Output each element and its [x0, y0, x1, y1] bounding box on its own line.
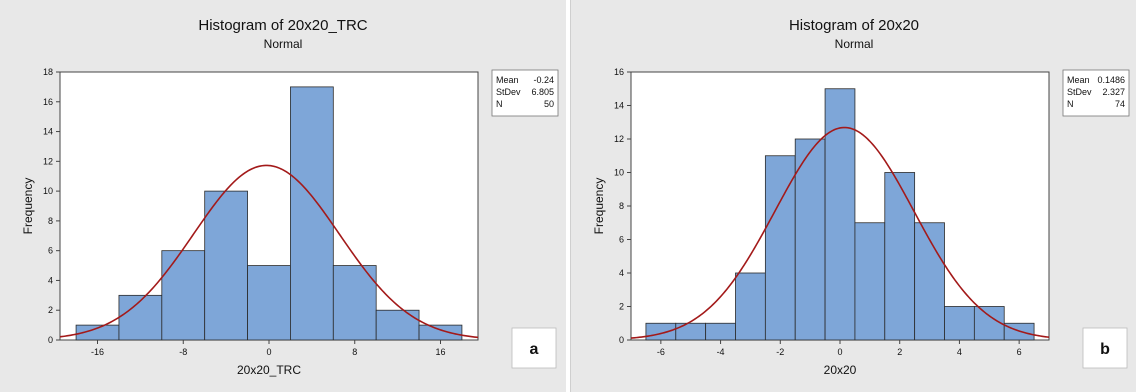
- y-tick-label: 8: [48, 216, 53, 226]
- y-tick-label: 0: [48, 335, 53, 345]
- histogram-chart-b: Histogram of 20x20Normal0246810121416-6-…: [571, 0, 1136, 392]
- legend-value-mean: 0.1486: [1097, 75, 1125, 85]
- x-tick-label: -8: [179, 347, 187, 357]
- histogram-bar: [764, 155, 796, 341]
- histogram-bar: [247, 265, 291, 341]
- normal-fit-curve: [59, 164, 479, 339]
- y-tick-label: 16: [614, 67, 624, 77]
- x-tick-label: 0: [837, 347, 842, 357]
- y-tick-label: 14: [43, 127, 53, 137]
- x-axis-ticks: -6 -4 -2 0 2 4 6: [657, 340, 1022, 357]
- legend-label-stdev: StDev: [1067, 87, 1092, 97]
- y-axis-label: Frequency: [21, 178, 35, 235]
- legend-value-mean: -0.24: [533, 75, 554, 85]
- x-tick-label: -6: [657, 347, 665, 357]
- y-tick-label: 2: [619, 302, 624, 312]
- y-tick-label: 6: [619, 235, 624, 245]
- x-tick-label: 0: [266, 347, 271, 357]
- histogram-chart-a: Histogram of 20x20_TRC Normal 0 2 4 6 8 10 12 14 1…: [0, 0, 566, 392]
- legend-label-n: N: [1067, 99, 1074, 109]
- histogram-panel-a: Histogram of 20x20_TRC Normal 0 2 4 6 8 10 12 14 1…: [0, 0, 566, 392]
- stats-legend: Mean -0.24 StDev 6.805 N 50: [491, 69, 559, 117]
- chart-title: Histogram of 20x20: [789, 17, 919, 34]
- chart-title: Histogram of 20x20_TRC: [198, 17, 367, 34]
- histogram-bar: [794, 138, 826, 341]
- y-tick-label: 8: [619, 201, 624, 211]
- panel-letter-box: [511, 327, 557, 369]
- histogram-bar: [944, 306, 975, 341]
- y-tick-label: 12: [43, 156, 53, 166]
- y-tick-label: 16: [43, 97, 53, 107]
- legend-value-stdev: 6.805: [531, 87, 554, 97]
- histogram-bar: [705, 322, 736, 341]
- legend-value-n: 74: [1115, 99, 1125, 109]
- y-tick-label: 12: [614, 134, 624, 144]
- legend-value-n: 50: [544, 99, 554, 109]
- histogram-bar: [204, 190, 248, 341]
- histogram-bar: [418, 324, 463, 341]
- panel-letter-box: [1082, 327, 1128, 369]
- legend-label-n: N: [496, 99, 503, 109]
- histogram-bar: [973, 306, 1005, 341]
- chart-subtitle: Normal: [264, 37, 303, 51]
- bars-b: [645, 88, 1035, 341]
- histogram-bar: [375, 309, 420, 341]
- normal-fit-curve: [630, 126, 1050, 339]
- legend-box: [1062, 69, 1130, 117]
- histogram-bar: [914, 222, 945, 341]
- histogram-bar: [735, 272, 766, 341]
- stats-legend: Mean 0.1486 StDev 2.327 N 74: [1062, 69, 1130, 117]
- histogram-bar: [332, 265, 377, 341]
- x-tick-label: 2: [897, 347, 902, 357]
- legend-value-stdev: 2.327: [1102, 87, 1125, 97]
- legend-label-mean: Mean: [496, 75, 519, 85]
- y-tick-label: 6: [48, 246, 53, 256]
- histogram-panel-b: Histogram of 20x20 Normal 0 2 4 6 8 10 12 14 16 -6-…: [570, 0, 1136, 392]
- histogram-bar: [118, 294, 163, 341]
- legend-label-mean: Mean: [1067, 75, 1090, 85]
- legend-box: [491, 69, 559, 117]
- chart-subtitle: Normal: [835, 37, 874, 51]
- histogram-bar: [161, 250, 206, 341]
- x-tick-label: 6: [1017, 347, 1022, 357]
- y-axis-ticks: 0 2 4 6 8 10 12 14 16 18: [43, 67, 60, 345]
- x-tick-label: 8: [352, 347, 357, 357]
- histogram-bar: [290, 86, 334, 341]
- x-tick-label: -16: [91, 347, 104, 357]
- panel-letter: b: [1100, 341, 1110, 358]
- x-axis-ticks: -16 -8 0 8 16: [91, 340, 445, 357]
- panel-letter: a: [530, 341, 539, 358]
- x-axis-label: 20x20_TRC: [237, 363, 301, 377]
- x-tick-label: -2: [776, 347, 784, 357]
- y-tick-label: 10: [43, 186, 53, 196]
- histogram-bar: [824, 88, 856, 341]
- histogram-bar: [884, 172, 916, 341]
- y-tick-label: 4: [48, 275, 53, 285]
- histogram-bar: [675, 322, 707, 341]
- y-tick-label: 2: [48, 305, 53, 315]
- histogram-bar: [645, 322, 677, 341]
- y-tick-label: 4: [619, 268, 624, 278]
- x-tick-label: 4: [957, 347, 962, 357]
- x-axis-label: 20x20: [824, 363, 857, 377]
- y-axis-label: Frequency: [592, 178, 606, 235]
- y-tick-label: 14: [614, 101, 624, 111]
- y-tick-label: 0: [619, 335, 624, 345]
- legend-label-stdev: StDev: [496, 87, 521, 97]
- x-tick-label: 16: [435, 347, 445, 357]
- y-axis-ticks: 0 2 4 6 8 10 12 14 16: [614, 67, 631, 345]
- y-tick-label: 18: [43, 67, 53, 77]
- x-tick-label: -4: [717, 347, 725, 357]
- histogram-bar: [854, 222, 886, 341]
- y-tick-label: 10: [614, 168, 624, 178]
